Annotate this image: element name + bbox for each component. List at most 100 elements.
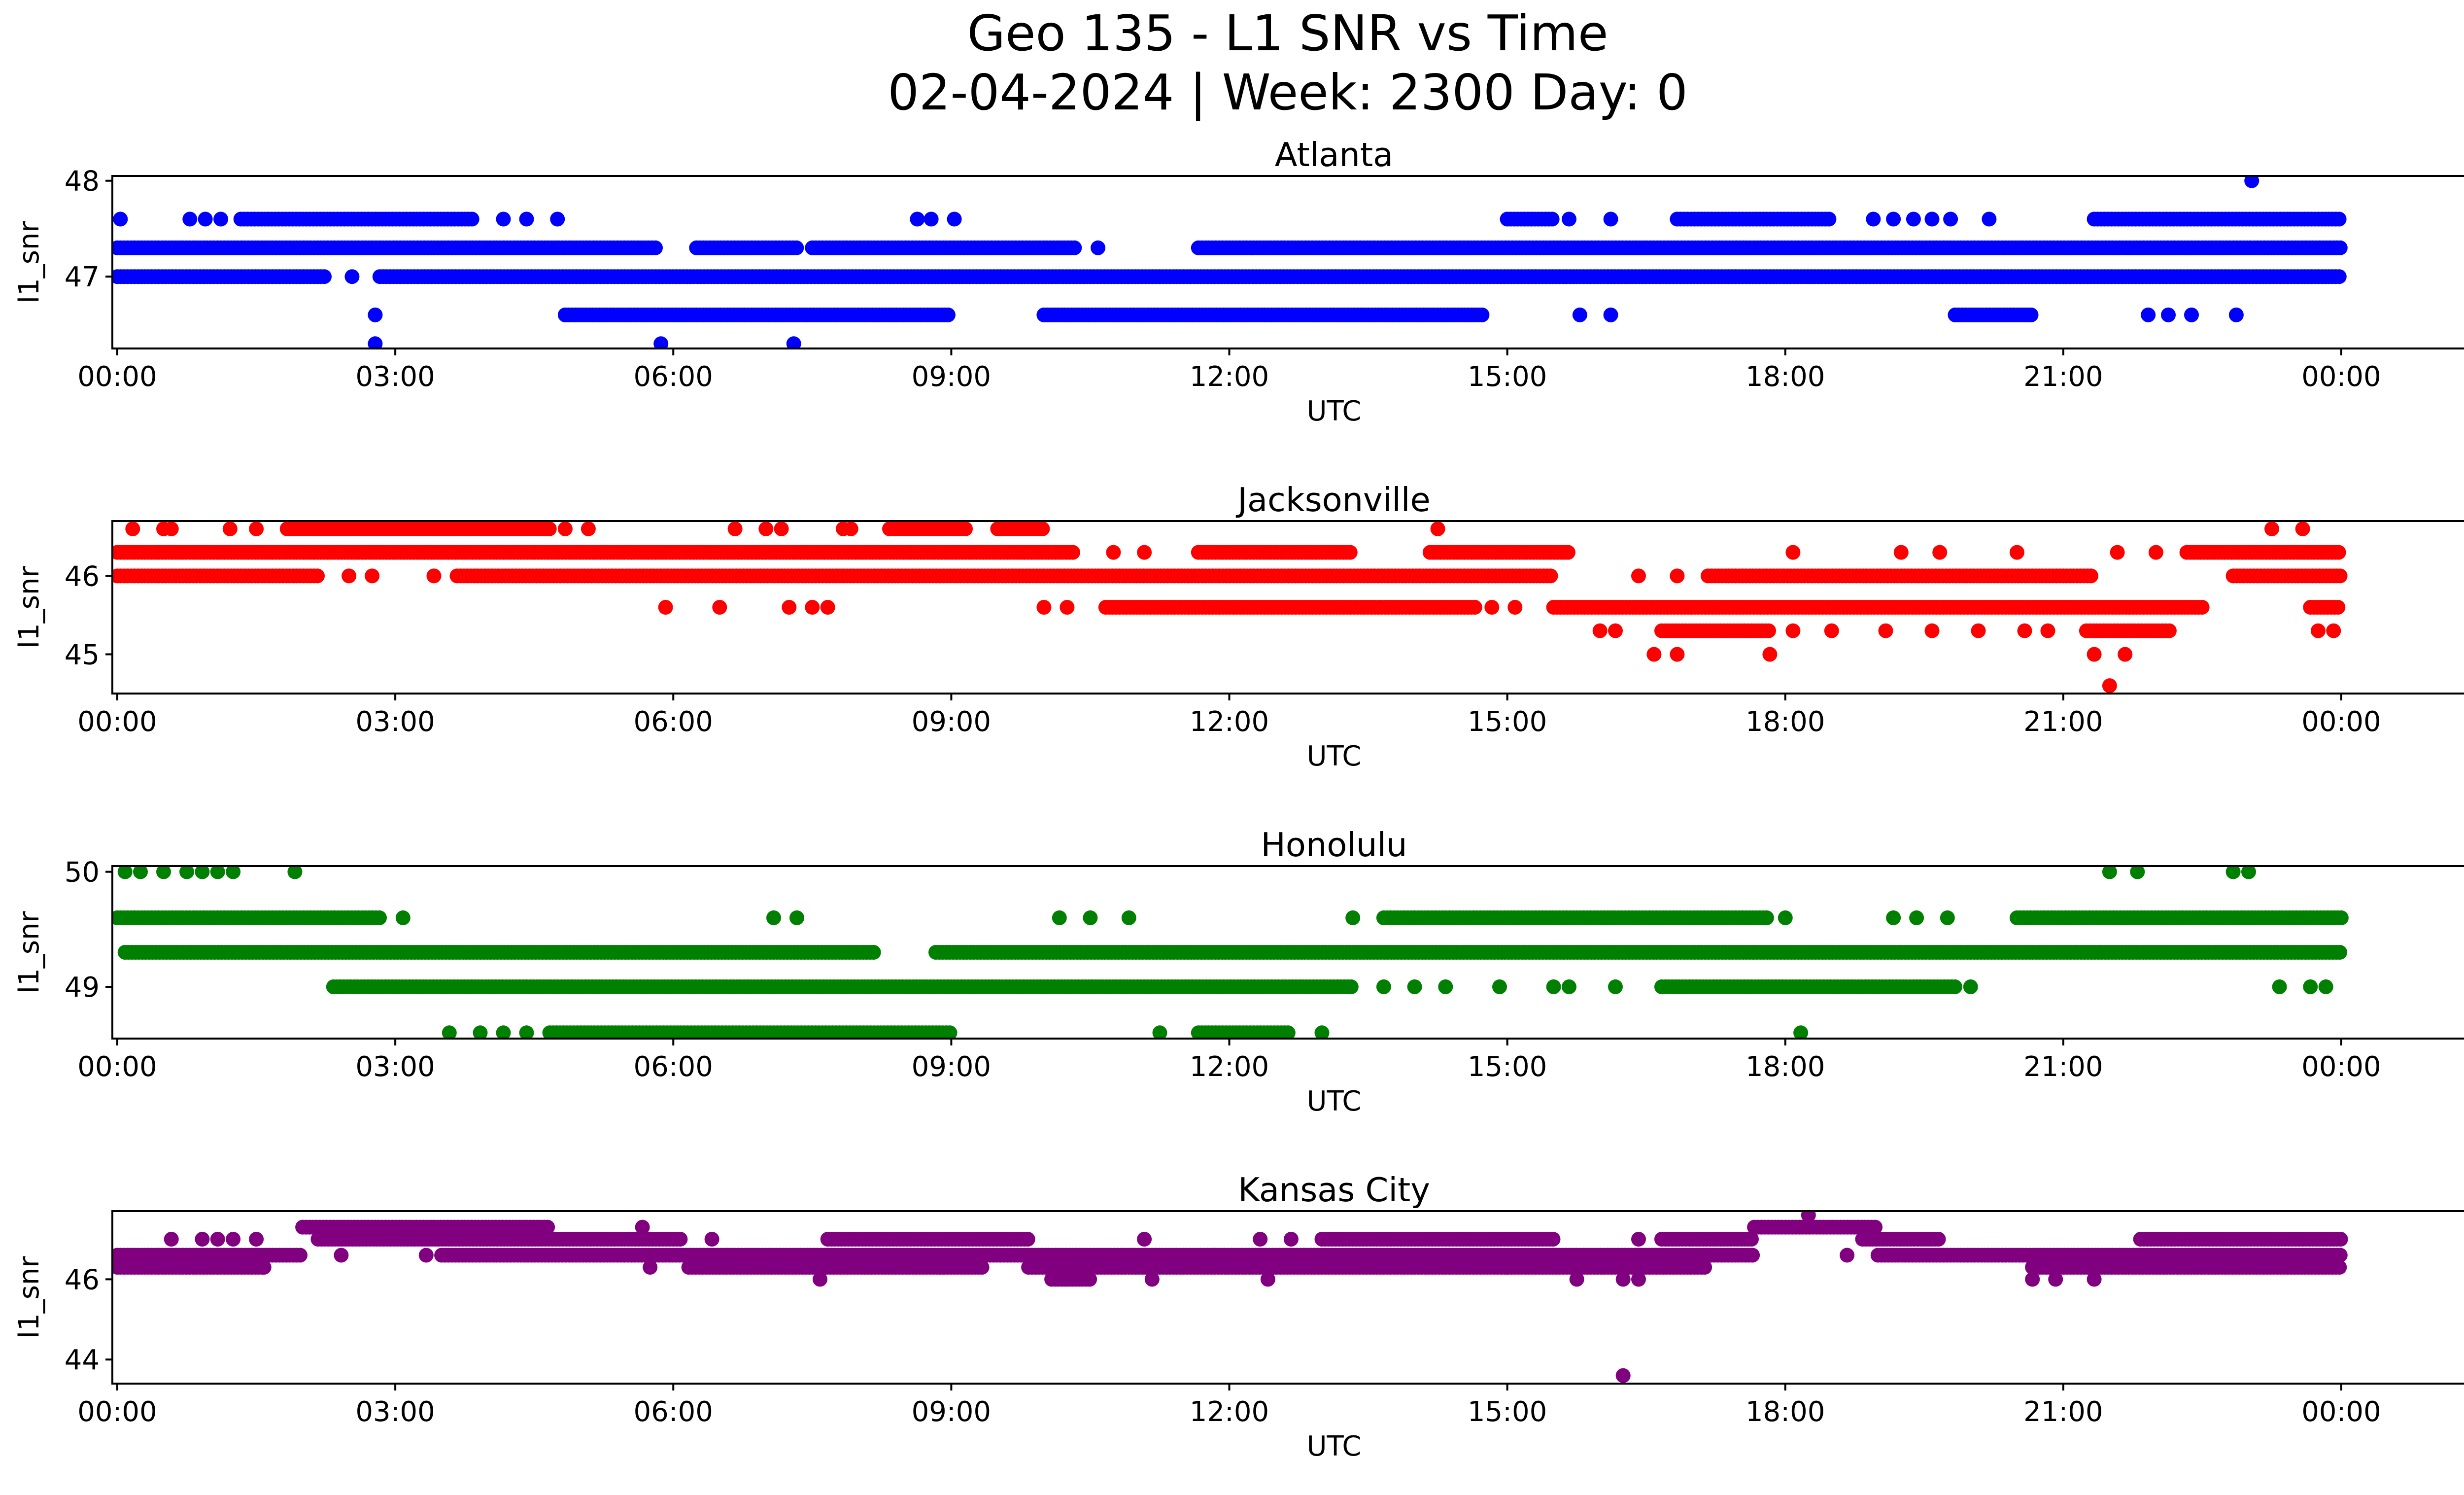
x-tick-label: 15:00 bbox=[1468, 361, 1547, 393]
data-point bbox=[1106, 545, 1121, 560]
x-axis-label: UTC bbox=[1306, 740, 1361, 772]
data-point bbox=[2295, 521, 2310, 536]
data-point bbox=[947, 211, 962, 227]
data-point bbox=[1878, 623, 1893, 638]
y-tick-label: 48 bbox=[65, 166, 100, 198]
data-point bbox=[2331, 545, 2346, 560]
data-point bbox=[866, 945, 881, 960]
data-point bbox=[1963, 979, 1978, 994]
data-point bbox=[2194, 600, 2210, 615]
subplot-title: Honolulu bbox=[1261, 826, 1407, 864]
data-point bbox=[2272, 979, 2287, 994]
data-point bbox=[1152, 1025, 1167, 1039]
data-point bbox=[210, 866, 225, 879]
data-point bbox=[758, 521, 774, 536]
data-point bbox=[843, 521, 858, 536]
x-tick-label: 03:00 bbox=[355, 1051, 435, 1083]
y-tick-label: 45 bbox=[65, 639, 100, 671]
data-point bbox=[1670, 568, 1685, 584]
y-axis-label: l1_snr bbox=[13, 911, 45, 994]
data-point bbox=[1137, 545, 1152, 560]
data-point bbox=[648, 240, 663, 255]
data-point bbox=[1866, 211, 1881, 227]
x-tick-label: 12:00 bbox=[1190, 706, 1269, 738]
data-point bbox=[653, 336, 669, 348]
data-point bbox=[372, 910, 387, 925]
data-point bbox=[1474, 307, 1490, 322]
subplot-title: Kansas City bbox=[1238, 1171, 1430, 1209]
data-point bbox=[1543, 568, 1558, 584]
data-point bbox=[727, 521, 743, 536]
data-point bbox=[1603, 307, 1618, 322]
data-point bbox=[1438, 979, 1453, 994]
data-point bbox=[496, 1025, 511, 1039]
data-point bbox=[365, 568, 380, 584]
data-point bbox=[2040, 623, 2055, 638]
data-point bbox=[1940, 910, 1955, 925]
data-point bbox=[557, 521, 573, 536]
data-point bbox=[1546, 979, 1561, 994]
data-point bbox=[213, 211, 228, 227]
x-tick-label: 21:00 bbox=[2023, 706, 2103, 738]
data-point bbox=[1484, 600, 1500, 615]
x-tick-label: 06:00 bbox=[634, 706, 713, 738]
data-point bbox=[464, 211, 479, 227]
data-point bbox=[496, 211, 511, 227]
data-point bbox=[942, 1025, 958, 1039]
x-axis-label: UTC bbox=[1306, 395, 1361, 427]
data-point bbox=[519, 211, 534, 227]
x-tick-label: 00:00 bbox=[2301, 361, 2381, 393]
y-axis-label: l1_snr bbox=[13, 566, 45, 649]
figure-title-line1: Geo 135 - L1 SNR vs Time bbox=[967, 4, 1608, 62]
data-point bbox=[2017, 623, 2032, 638]
data-point bbox=[1314, 1025, 1330, 1039]
data-point bbox=[1971, 623, 1986, 638]
data-point bbox=[712, 600, 727, 615]
data-point bbox=[1762, 647, 1778, 662]
data-point bbox=[2110, 545, 2125, 560]
data-point bbox=[310, 568, 325, 584]
axes-frame bbox=[111, 865, 2464, 1040]
data-point bbox=[1924, 211, 1940, 227]
data-point bbox=[1562, 211, 1576, 227]
data-point bbox=[1886, 910, 1901, 925]
scatter-markers bbox=[112, 1211, 2348, 1383]
data-point bbox=[1778, 910, 1793, 925]
data-point bbox=[2102, 678, 2117, 694]
scatter-markers bbox=[112, 176, 2348, 348]
data-point bbox=[2326, 623, 2341, 638]
data-point bbox=[2184, 307, 2199, 322]
data-point bbox=[368, 336, 383, 348]
data-point bbox=[1572, 307, 1587, 322]
data-point bbox=[2130, 866, 2145, 879]
data-point bbox=[156, 866, 171, 879]
data-point bbox=[2332, 945, 2347, 960]
data-point bbox=[2264, 521, 2279, 536]
data-point bbox=[1280, 1025, 1296, 1039]
data-point bbox=[1932, 545, 1948, 560]
x-tick-label: 09:00 bbox=[912, 361, 991, 393]
subplot-grid: Atlanta l1_snr 00:00 03:00 06:00 09:00 12:00 15… bbox=[13, 136, 2464, 1462]
axes-frame bbox=[111, 175, 2464, 349]
data-point bbox=[1343, 979, 1359, 994]
x-tick-label: 03:00 bbox=[355, 361, 435, 393]
data-point bbox=[1544, 211, 1560, 227]
data-point bbox=[1759, 910, 1774, 925]
data-point bbox=[1793, 1025, 1809, 1039]
data-point bbox=[2102, 866, 2117, 879]
data-point bbox=[658, 600, 673, 615]
data-point bbox=[1035, 521, 1050, 536]
data-point bbox=[117, 866, 133, 879]
data-point bbox=[2330, 600, 2346, 615]
data-point bbox=[1631, 568, 1646, 584]
subplot-title: Atlanta bbox=[1275, 136, 1393, 174]
y-tick-label: 47 bbox=[65, 261, 100, 293]
data-point bbox=[1761, 623, 1776, 638]
data-point bbox=[226, 866, 241, 879]
data-point bbox=[1670, 647, 1685, 662]
x-tick-label: 18:00 bbox=[1745, 1051, 1825, 1083]
data-point bbox=[542, 521, 557, 536]
x-tick-label: 09:00 bbox=[912, 1051, 991, 1083]
